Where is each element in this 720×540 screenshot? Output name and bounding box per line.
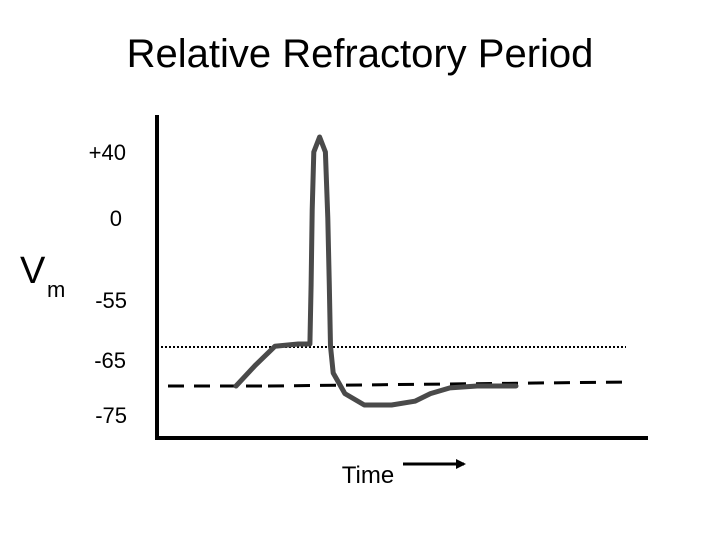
x-axis-label: Time <box>342 462 394 489</box>
y-tick-label: 0 <box>110 206 122 231</box>
y-tick-label: +40 <box>89 140 126 165</box>
y-tick-label: -75 <box>95 403 127 428</box>
series-line <box>233 134 519 408</box>
y-tick-label: -55 <box>95 288 127 313</box>
y-axis-label: V m <box>20 250 65 302</box>
y-axis-label-main: V <box>20 250 46 292</box>
y-tick-labels: +40 0 -55 -65 -75 <box>89 140 127 428</box>
resting-line-right-segment <box>267 380 629 388</box>
chart-title: Relative Refractory Period <box>127 32 594 76</box>
y-tick-label: -65 <box>94 348 126 373</box>
y-axis-label-subscript: m <box>47 277 65 302</box>
resting-potential-line <box>168 380 629 388</box>
